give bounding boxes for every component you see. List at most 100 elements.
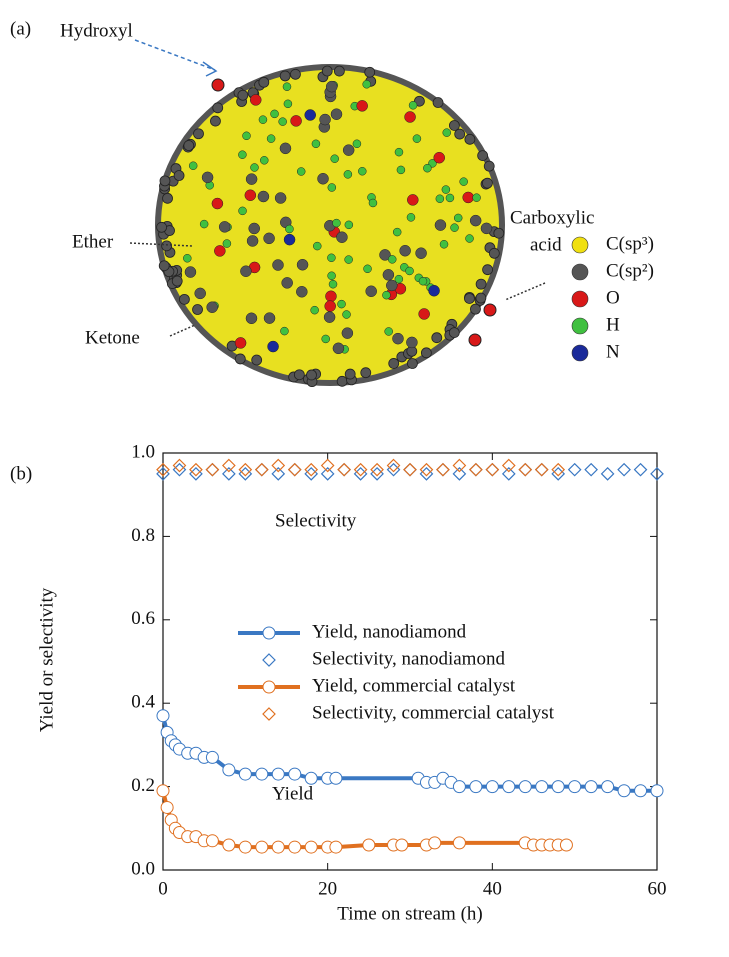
atom bbox=[434, 219, 447, 231]
point bbox=[271, 840, 285, 854]
y-tick-label: 0.6 bbox=[131, 608, 155, 629]
atom bbox=[327, 253, 336, 263]
arrow bbox=[134, 39, 216, 71]
point bbox=[469, 780, 483, 794]
legend-label: Yield, nanodiamond bbox=[312, 621, 467, 642]
point bbox=[320, 467, 335, 481]
atom bbox=[325, 80, 338, 93]
atom bbox=[274, 192, 287, 204]
y-tick-label: 0.0 bbox=[131, 858, 155, 879]
atom bbox=[258, 76, 270, 88]
atom bbox=[310, 305, 319, 315]
atom bbox=[266, 134, 276, 143]
atom bbox=[387, 255, 397, 264]
atom bbox=[482, 177, 493, 189]
point bbox=[452, 836, 466, 850]
atom bbox=[245, 173, 258, 185]
atom bbox=[465, 234, 474, 243]
atom bbox=[493, 227, 505, 239]
atom bbox=[201, 171, 214, 184]
atom bbox=[280, 326, 289, 336]
point bbox=[584, 462, 598, 477]
point bbox=[156, 462, 170, 477]
point bbox=[501, 458, 516, 473]
atom bbox=[358, 166, 367, 176]
atom bbox=[330, 154, 339, 163]
atom bbox=[442, 128, 452, 137]
atom bbox=[464, 133, 476, 145]
atom bbox=[211, 78, 225, 92]
x-tick-label: 20 bbox=[318, 878, 337, 899]
atom bbox=[183, 254, 192, 263]
point bbox=[386, 462, 401, 477]
atom bbox=[184, 266, 197, 278]
x-tick-label: 40 bbox=[483, 878, 502, 899]
y-tick-label: 1.0 bbox=[131, 441, 155, 462]
point bbox=[172, 458, 187, 473]
panel-label: (a) bbox=[10, 18, 31, 39]
point bbox=[156, 709, 170, 723]
atom bbox=[296, 167, 306, 176]
point bbox=[518, 462, 533, 477]
atom bbox=[332, 342, 345, 355]
atom-cluster bbox=[156, 65, 505, 388]
atom bbox=[324, 300, 336, 312]
legend-label: O bbox=[606, 287, 620, 308]
legend-label: C(sp²) bbox=[606, 260, 654, 281]
atom bbox=[439, 240, 449, 249]
point bbox=[304, 467, 319, 481]
annotation: acid bbox=[530, 234, 562, 255]
legend-label: C(sp³) bbox=[606, 233, 654, 254]
panel-a: (a) Hydroxyl Ether Ketone Carboxylic aci… bbox=[10, 18, 654, 388]
atom bbox=[363, 264, 372, 274]
point bbox=[650, 784, 664, 798]
atom bbox=[192, 304, 203, 315]
point bbox=[436, 462, 450, 477]
atom bbox=[445, 193, 455, 203]
atom bbox=[173, 170, 185, 181]
atom bbox=[362, 80, 371, 89]
atom bbox=[251, 354, 263, 366]
y-tick-label: 0.2 bbox=[131, 775, 155, 796]
atom bbox=[388, 358, 400, 369]
point bbox=[238, 767, 252, 781]
point bbox=[428, 836, 442, 850]
atom bbox=[222, 239, 232, 248]
atom bbox=[384, 327, 393, 336]
legend-marker bbox=[262, 653, 276, 667]
atom bbox=[248, 222, 260, 235]
atom bbox=[333, 65, 345, 77]
atom bbox=[407, 194, 419, 206]
point bbox=[650, 467, 664, 481]
point bbox=[601, 780, 615, 794]
atom bbox=[472, 193, 481, 202]
point bbox=[271, 767, 285, 781]
point bbox=[485, 462, 500, 477]
atom bbox=[364, 66, 376, 78]
legend-swatch bbox=[571, 236, 589, 254]
atom bbox=[441, 185, 451, 194]
point bbox=[287, 462, 302, 477]
atom bbox=[282, 82, 292, 91]
atom bbox=[408, 101, 418, 110]
point bbox=[205, 462, 220, 477]
legend-marker bbox=[262, 680, 276, 694]
point bbox=[353, 467, 368, 481]
point bbox=[568, 780, 582, 794]
atom bbox=[194, 287, 206, 300]
atom bbox=[343, 170, 353, 179]
atom bbox=[431, 332, 443, 344]
atom bbox=[352, 139, 362, 149]
atom bbox=[382, 290, 391, 300]
legend-label: Selectivity, nanodiamond bbox=[312, 648, 505, 669]
point bbox=[238, 840, 252, 854]
atom bbox=[394, 274, 404, 284]
point bbox=[304, 840, 318, 854]
atom bbox=[159, 175, 171, 187]
atom bbox=[328, 279, 338, 289]
point bbox=[419, 467, 434, 481]
x-tick-label: 60 bbox=[648, 878, 667, 899]
point bbox=[502, 780, 516, 794]
x-tick-label: 0 bbox=[158, 878, 168, 899]
